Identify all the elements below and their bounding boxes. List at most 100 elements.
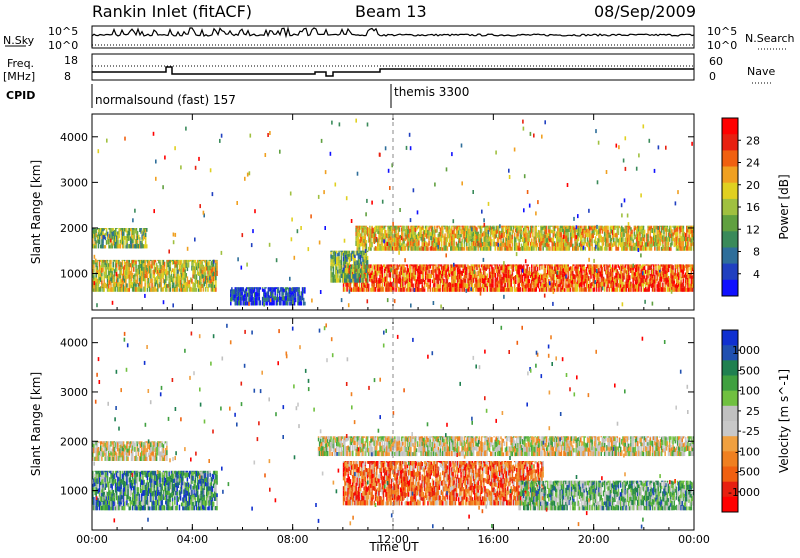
scatter-cell — [595, 129, 597, 133]
scatter-cell — [483, 258, 485, 262]
scatter-cell — [433, 273, 435, 278]
scatter-cell — [466, 272, 468, 275]
scatter-cell — [595, 236, 597, 241]
scatter-cell — [188, 280, 190, 284]
scatter-cell — [582, 233, 584, 238]
scatter-cell — [112, 301, 114, 305]
scatter-cell — [499, 224, 501, 228]
scatter-cell — [325, 170, 327, 174]
scatter-cell — [659, 266, 661, 270]
freq-label-2: [MHz] — [3, 70, 35, 83]
date-title: 08/Sep/2009 — [594, 2, 696, 21]
scatter-cell — [375, 287, 377, 292]
scatter-cell — [666, 232, 668, 237]
scatter-cell — [455, 279, 457, 283]
scatter-cell — [544, 294, 546, 298]
scatter-cell — [512, 235, 514, 240]
scatter-cell — [481, 210, 483, 214]
scatter-cell — [488, 202, 490, 206]
scatter-cell — [427, 247, 429, 251]
scatter-cell — [129, 267, 131, 270]
scatter-cell — [146, 244, 148, 248]
scatter-cell — [625, 136, 627, 140]
scatter-cell — [465, 264, 467, 265]
scatter-cell — [612, 272, 614, 277]
scatter-cell — [518, 269, 520, 273]
scatter-cell — [357, 172, 359, 176]
scatter-cell — [537, 264, 539, 266]
scatter-cell — [423, 226, 425, 228]
scatter-cell — [577, 246, 579, 250]
scatter-cell — [521, 231, 523, 235]
scatter-cell — [508, 266, 510, 269]
scatter-cell — [674, 280, 676, 283]
scatter-cell — [423, 275, 425, 279]
scatter-cell — [632, 239, 634, 242]
scatter-cell — [248, 302, 250, 306]
scatter-cell — [324, 226, 326, 230]
scatter-cell — [483, 218, 485, 222]
scatter-cell — [355, 119, 357, 123]
scatter-cell — [655, 265, 657, 270]
scatter-cell — [566, 236, 568, 240]
scatter-cell — [567, 271, 569, 275]
scatter-cell — [618, 247, 620, 251]
scatter-cell — [652, 302, 654, 306]
beam-title: Beam 13 — [355, 2, 427, 21]
scatter-cell — [177, 270, 179, 274]
scatter-cell — [114, 273, 116, 277]
scatter-cell — [404, 285, 406, 288]
scatter-cell — [291, 237, 293, 241]
scatter-cell — [195, 260, 197, 262]
scatter-cell — [598, 141, 600, 145]
scatter-cell — [265, 287, 267, 288]
scatter-cell — [110, 260, 112, 261]
scatter-cell — [479, 264, 481, 268]
scatter-cell — [563, 246, 565, 250]
scatter-cell — [594, 284, 596, 287]
scatter-cell — [644, 275, 646, 279]
scatter-cell — [164, 262, 166, 267]
scatter-cell — [465, 279, 467, 283]
scatter-cell — [616, 144, 618, 148]
scatter-cell — [196, 288, 198, 292]
scatter-cell — [415, 275, 417, 279]
scatter-cell — [653, 268, 655, 272]
scatter-cell — [173, 233, 175, 237]
scatter-cell — [665, 146, 667, 150]
scatter-cell — [430, 236, 432, 240]
scatter-cell — [304, 287, 306, 290]
scatter-cell — [654, 288, 656, 292]
scatter-cell — [520, 239, 522, 243]
scatter-cell — [166, 288, 168, 292]
scatter-cell — [176, 287, 178, 292]
scatter-cell — [366, 199, 368, 203]
scatter-cell — [563, 235, 565, 239]
scatter-cell — [597, 180, 599, 184]
scatter-cell — [675, 201, 677, 205]
scatter-cell — [418, 284, 420, 287]
scatter-cell — [116, 228, 118, 229]
scatter-cell — [339, 122, 341, 126]
scatter-cell — [503, 238, 505, 243]
scatter-cell — [603, 242, 605, 246]
scatter-cell — [447, 239, 449, 243]
scatter-cell — [259, 297, 261, 301]
scatter-cell — [362, 278, 364, 283]
nsearch-label: N.Search — [745, 32, 795, 45]
scatter-cell — [510, 283, 512, 287]
scatter-cell — [366, 265, 368, 269]
scatter-cell — [640, 193, 642, 197]
scatter-cell — [606, 170, 608, 174]
scatter-cell — [175, 233, 177, 237]
scatter-cell — [440, 283, 442, 287]
scatter-cell — [589, 230, 591, 233]
scatter-cell — [105, 245, 107, 248]
scatter-cell — [196, 274, 198, 279]
scatter-cell — [434, 226, 436, 230]
scatter-cell — [575, 269, 577, 273]
scatter-cell — [573, 264, 575, 266]
scatter-cell — [453, 219, 455, 223]
scatter-cell — [341, 255, 343, 260]
